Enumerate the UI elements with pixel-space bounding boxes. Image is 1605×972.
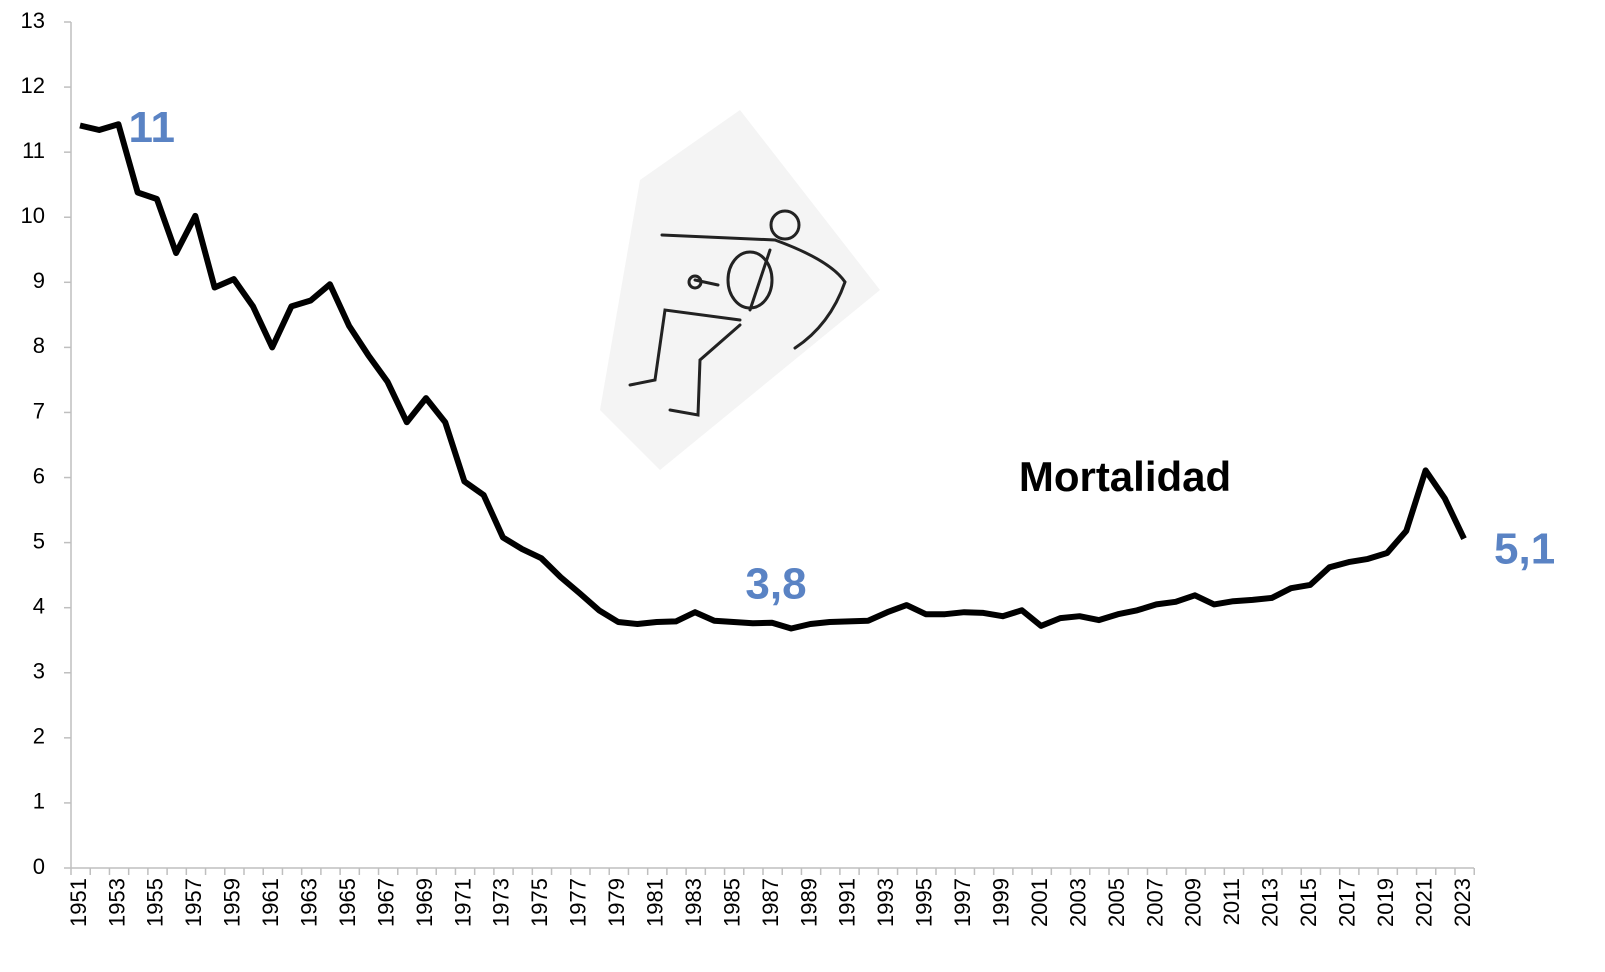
x-tick-label: 2017 [1334,878,1359,927]
x-tick-label: 1971 [450,878,475,927]
x-tick-label: 2013 [1258,878,1283,927]
y-tick-label: 10 [21,203,45,228]
x-tick-label: 2023 [1450,878,1475,927]
y-tick-label: 5 [33,528,45,553]
x-tick-label: 1997 [950,878,975,927]
x-tick-label: 1953 [104,878,129,927]
y-tick-label: 0 [33,854,45,879]
value-label: 3,8 [745,559,806,608]
x-tick-label: 1967 [373,878,398,927]
y-tick-label: 1 [33,789,45,814]
x-tick-label: 1965 [335,878,360,927]
x-tick-label: 2009 [1181,878,1206,927]
y-tick-label: 13 [21,8,45,33]
x-tick-label: 2019 [1373,878,1398,927]
x-tick-label: 2005 [1104,878,1129,927]
illustration-background [600,110,880,470]
chart: 0123456789101112131951195319551957195919… [0,0,1605,972]
y-tick-label: 2 [33,724,45,749]
x-tick-label: 1999 [988,878,1013,927]
x-tick-label: 2011 [1219,878,1244,925]
value-label: 11 [128,103,175,152]
y-tick-label: 6 [33,463,45,488]
y-tick-label: 4 [33,594,45,619]
y-tick-label: 3 [33,659,45,684]
x-tick-label: 1979 [604,878,629,927]
x-tick-label: 1959 [220,878,245,927]
y-tick-label: 11 [22,138,45,163]
x-tick-label: 1975 [527,878,552,927]
x-tick-label: 2007 [1142,878,1167,927]
y-tick-label: 8 [33,333,45,358]
x-tick-label: 1977 [566,878,591,927]
value-label: 5,1 [1494,524,1555,573]
x-tick-label: 2001 [1027,878,1052,927]
x-tick-label: 1951 [66,878,91,927]
page: {"chart_data": {"type": "line", "categor… [0,0,1605,972]
x-tick-label: 1969 [412,878,437,927]
x-tick-label: 1955 [143,878,168,927]
x-tick-label: 1961 [258,878,283,927]
x-tick-label: 1993 [873,878,898,927]
series-name: Mortalidad [1019,453,1231,500]
skeleton-illustration [600,110,880,470]
x-tick-label: 1957 [181,878,206,927]
x-tick-label: 2015 [1296,878,1321,927]
x-tick-label: 2003 [1065,878,1090,927]
x-tick-label: 1973 [489,878,514,927]
x-tick-label: 1995 [912,878,937,927]
x-tick-label: 1981 [642,878,667,927]
x-tick-label: 2021 [1411,878,1436,927]
x-tick-label: 1991 [835,878,860,927]
y-tick-label: 12 [21,73,45,98]
x-tick-label: 1983 [681,878,706,927]
x-tick-label: 1963 [296,878,321,927]
x-tick-label: 1985 [719,878,744,927]
x-tick-label: 1987 [758,878,783,927]
y-tick-label: 7 [33,398,45,423]
y-tick-label: 9 [33,268,45,293]
x-tick-label: 1989 [796,878,821,927]
